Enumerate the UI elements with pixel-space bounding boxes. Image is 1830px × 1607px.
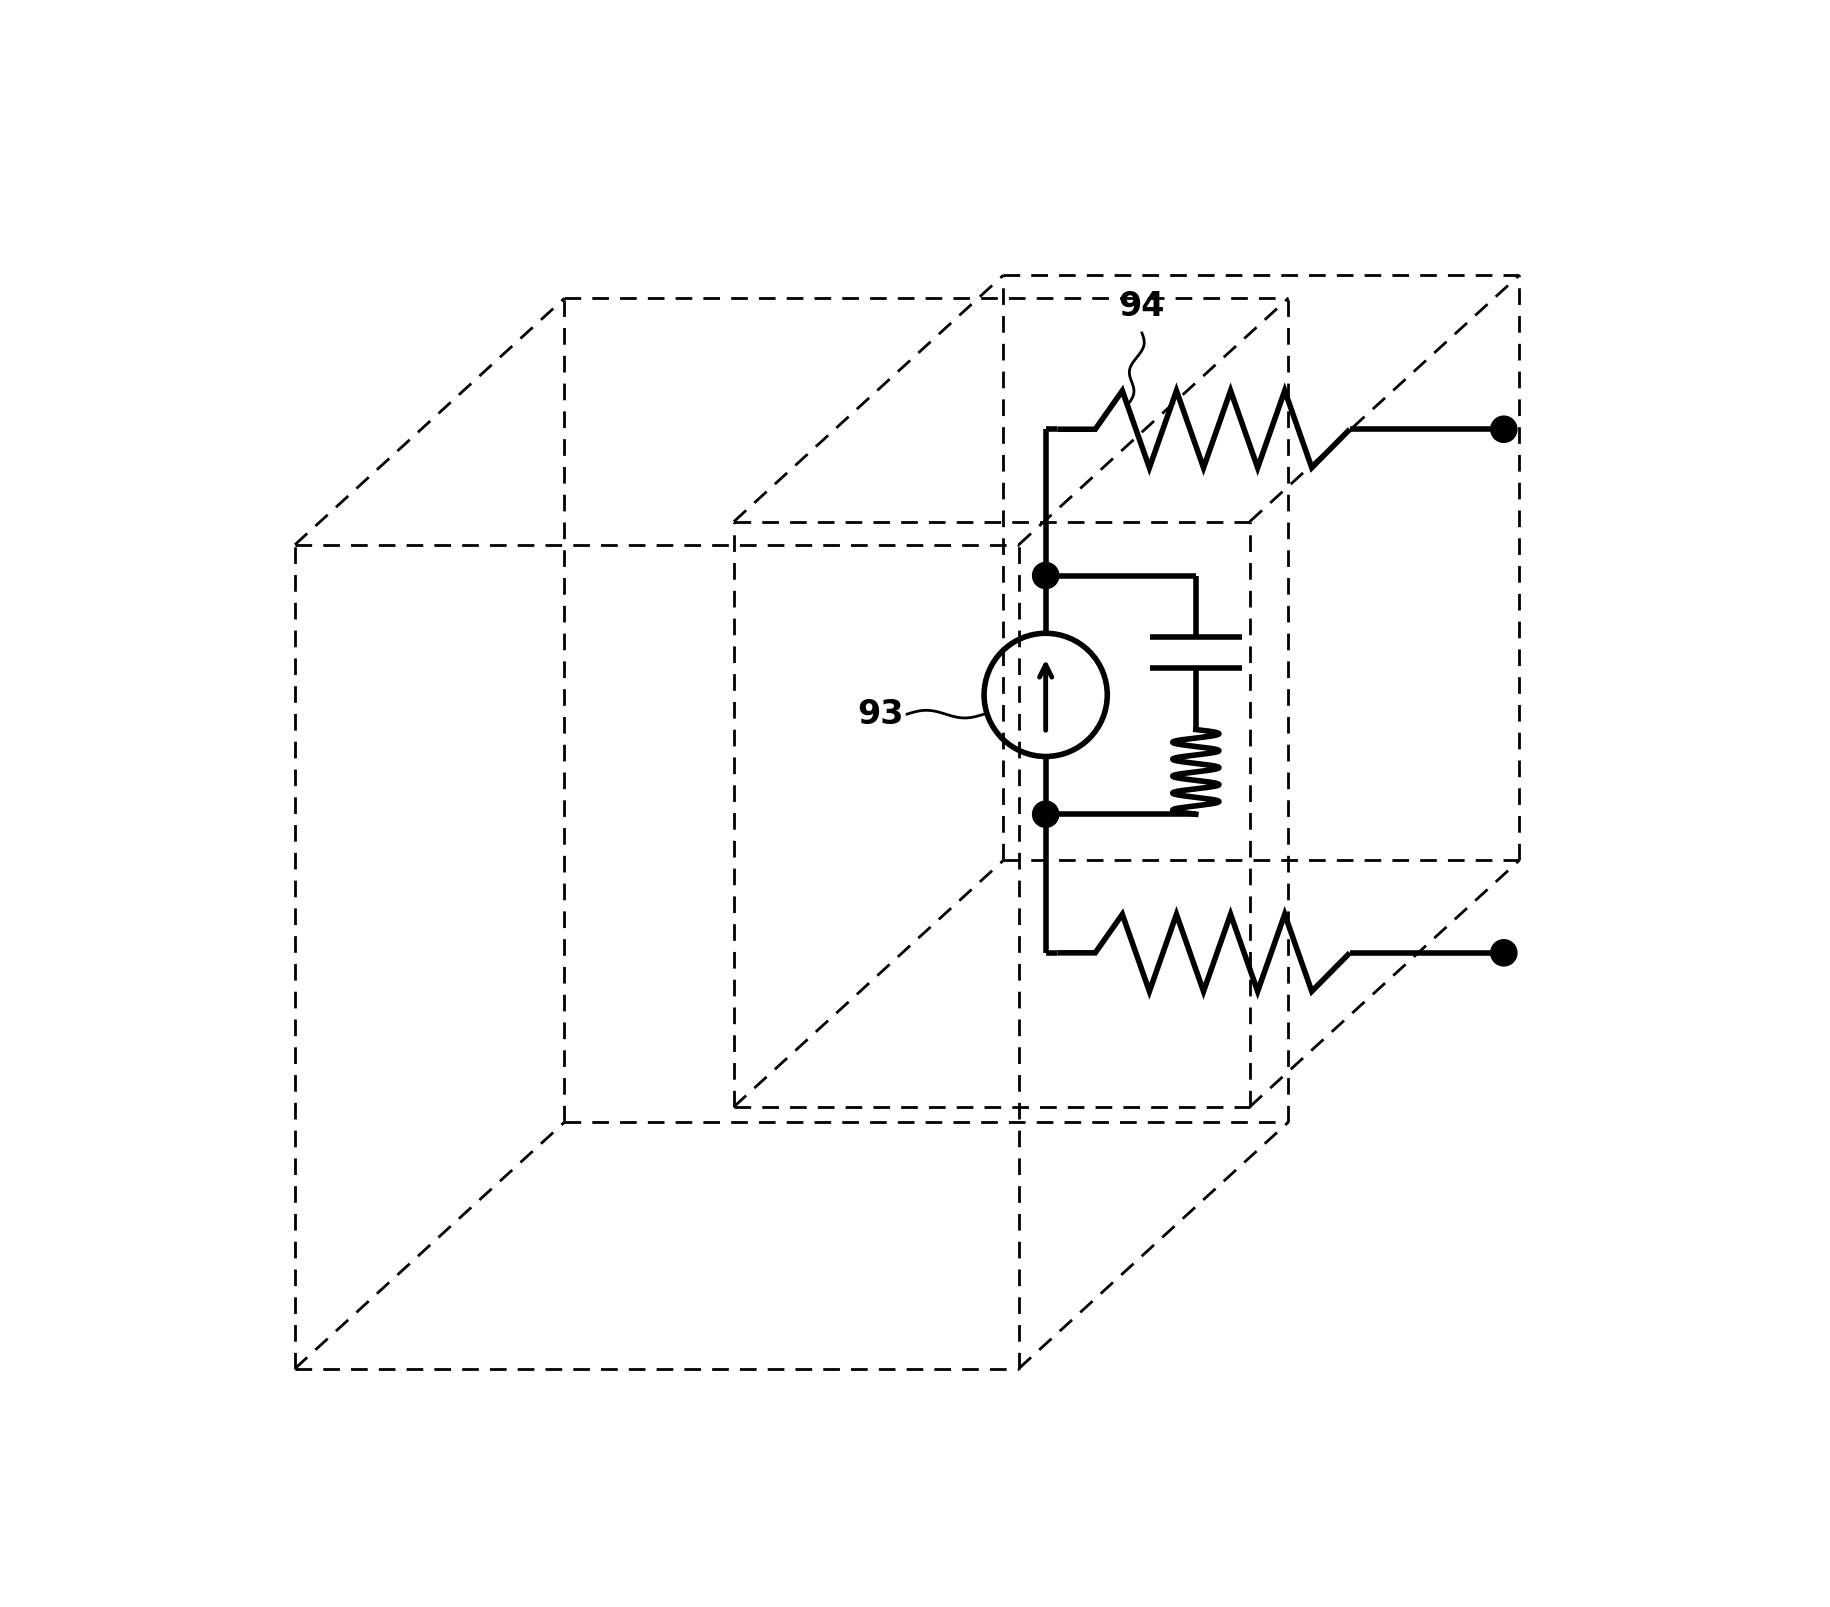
Circle shape [1491, 416, 1517, 442]
Circle shape [1032, 562, 1060, 588]
Text: 94: 94 [1118, 289, 1166, 323]
Circle shape [1032, 802, 1060, 828]
Text: 93: 93 [856, 697, 904, 731]
Circle shape [1491, 940, 1517, 966]
